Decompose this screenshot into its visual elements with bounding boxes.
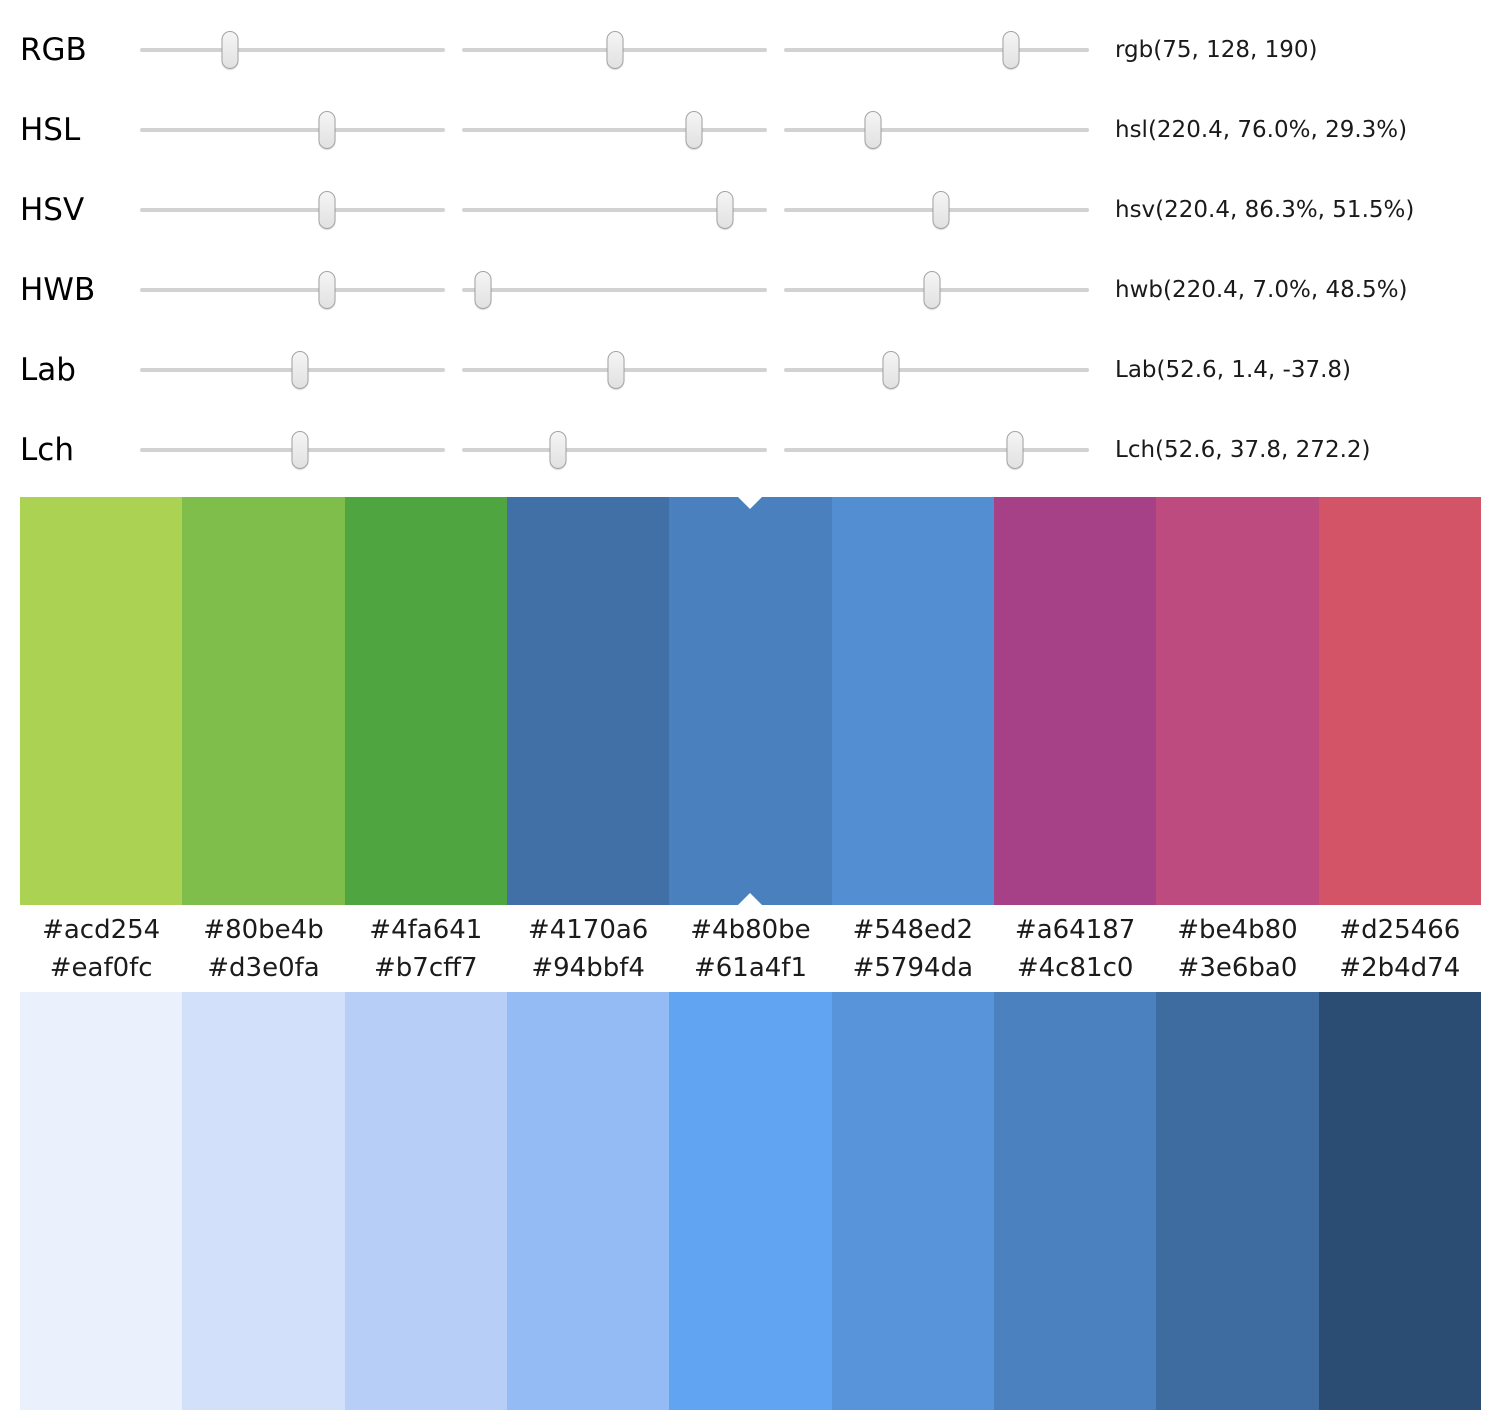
colorspace-label: Lab [20, 352, 76, 388]
selected-marker-top-icon [738, 497, 763, 509]
slider-handle[interactable] [607, 351, 625, 389]
slider-handle[interactable] [1002, 31, 1020, 69]
colorspace-label: HWB [20, 272, 96, 308]
slider-track[interactable] [784, 31, 1089, 69]
hue-swatch-label: #d25466 [1339, 915, 1461, 945]
hue-swatch-label: #a64187 [1014, 915, 1136, 945]
lightness-swatch-label: #94bbf4 [531, 953, 645, 983]
slider-handle[interactable] [864, 111, 882, 149]
hue-swatch[interactable] [1318, 497, 1481, 905]
lightness-swatch-label: #5794da [852, 953, 973, 983]
lightness-swatch[interactable] [20, 992, 183, 1410]
slider-track[interactable] [140, 111, 445, 149]
slider-track[interactable] [140, 431, 445, 469]
hue-swatch-label: #4170a6 [527, 915, 649, 945]
hue-swatch[interactable] [344, 497, 507, 905]
lightness-swatch-label: #61a4f1 [693, 953, 807, 983]
slider-row-hwb: HWB hwb(220.4, 7.0%, 48.5%) [0, 250, 1501, 330]
hue-swatch[interactable] [20, 497, 183, 905]
color-value-text: hwb(220.4, 7.0%, 48.5%) [1115, 277, 1408, 303]
slider-row-lch: Lch Lch(52.6, 37.8, 272.2) [0, 410, 1501, 490]
colorspace-label: Lch [20, 432, 74, 468]
slider-handle[interactable] [318, 191, 336, 229]
slider-handle[interactable] [606, 31, 624, 69]
colorspace-label: HSL [20, 112, 81, 148]
lightness-swatch-label: #eaf0fc [49, 953, 153, 983]
hue-swatch-label: #4fa641 [369, 915, 483, 945]
hue-swatch-label: #548ed2 [852, 915, 974, 945]
slider-track[interactable] [784, 111, 1089, 149]
hue-palette [20, 497, 1481, 905]
lightness-palette [20, 992, 1481, 1410]
hue-swatch-selected[interactable] [669, 497, 832, 905]
slider-track[interactable] [462, 191, 767, 229]
slider-track[interactable] [462, 31, 767, 69]
slider-track[interactable] [140, 191, 445, 229]
lightness-swatch-label: #4c81c0 [1016, 953, 1134, 983]
hue-swatch-label: #acd254 [42, 915, 161, 945]
hue-swatch-label: #be4b80 [1177, 915, 1298, 945]
color-value-text: Lch(52.6, 37.8, 272.2) [1115, 437, 1371, 463]
slider-track[interactable] [140, 31, 445, 69]
slider-handle[interactable] [291, 351, 309, 389]
colorspace-sliders: RGB rgb(75, 128, 190) HSL hsl(220.4, 76.… [0, 0, 1501, 490]
slider-handle[interactable] [716, 191, 734, 229]
color-value-text: hsl(220.4, 76.0%, 29.3%) [1115, 117, 1408, 143]
slider-handle[interactable] [1006, 431, 1024, 469]
slider-handle[interactable] [685, 111, 703, 149]
hue-swatch[interactable] [506, 497, 670, 905]
lightness-swatch[interactable] [831, 992, 994, 1410]
slider-handle[interactable] [932, 191, 950, 229]
hue-swatch[interactable] [993, 497, 1157, 905]
colorspace-label: HSV [20, 192, 85, 228]
lightness-palette-labels: #eaf0fc #d3e0fa #b7cff7 #94bbf4 #61a4f1 … [20, 951, 1481, 992]
slider-handle[interactable] [474, 271, 492, 309]
lightness-swatch[interactable] [182, 992, 345, 1410]
lightness-swatch-label: #d3e0fa [207, 953, 320, 983]
slider-handle[interactable] [318, 271, 336, 309]
hue-swatch-label: #80be4b [203, 915, 324, 945]
slider-track[interactable] [784, 431, 1089, 469]
colorspace-label: RGB [20, 32, 87, 68]
slider-handle[interactable] [291, 431, 309, 469]
lightness-swatch[interactable] [344, 992, 507, 1410]
slider-handle[interactable] [923, 271, 941, 309]
lightness-swatch-label: #2b4d74 [1339, 953, 1461, 983]
slider-row-hsl: HSL hsl(220.4, 76.0%, 29.3%) [0, 90, 1501, 170]
slider-track[interactable] [784, 271, 1089, 309]
lightness-swatch[interactable] [506, 992, 670, 1410]
hue-swatch[interactable] [182, 497, 345, 905]
slider-track[interactable] [784, 191, 1089, 229]
slider-track[interactable] [140, 271, 445, 309]
slider-track[interactable] [140, 351, 445, 389]
hue-palette-labels: #acd254 #80be4b #4fa641 #4170a6 #4b80be … [20, 905, 1481, 951]
lightness-swatch-label: #3e6ba0 [1177, 953, 1298, 983]
lightness-swatch[interactable] [1156, 992, 1319, 1410]
slider-track[interactable] [784, 351, 1089, 389]
hue-swatch[interactable] [831, 497, 994, 905]
color-value-text: rgb(75, 128, 190) [1115, 37, 1318, 63]
slider-track[interactable] [462, 351, 767, 389]
slider-handle[interactable] [549, 431, 567, 469]
hue-swatch-label: #4b80be [690, 915, 811, 945]
hue-swatch[interactable] [1156, 497, 1319, 905]
lightness-swatch[interactable] [993, 992, 1157, 1410]
slider-track[interactable] [462, 111, 767, 149]
slider-handle[interactable] [882, 351, 900, 389]
selected-marker-bottom-icon [738, 893, 763, 905]
slider-row-rgb: RGB rgb(75, 128, 190) [0, 10, 1501, 90]
slider-handle[interactable] [318, 111, 336, 149]
slider-row-hsv: HSV hsv(220.4, 86.3%, 51.5%) [0, 170, 1501, 250]
color-value-text: hsv(220.4, 86.3%, 51.5%) [1115, 197, 1415, 223]
slider-track[interactable] [462, 271, 767, 309]
slider-handle[interactable] [221, 31, 239, 69]
lightness-swatch[interactable] [669, 992, 832, 1410]
lightness-swatch[interactable] [1318, 992, 1481, 1410]
slider-track[interactable] [462, 431, 767, 469]
lightness-swatch-label: #b7cff7 [374, 953, 478, 983]
color-value-text: Lab(52.6, 1.4, -37.8) [1115, 357, 1351, 383]
slider-row-lab: Lab Lab(52.6, 1.4, -37.8) [0, 330, 1501, 410]
